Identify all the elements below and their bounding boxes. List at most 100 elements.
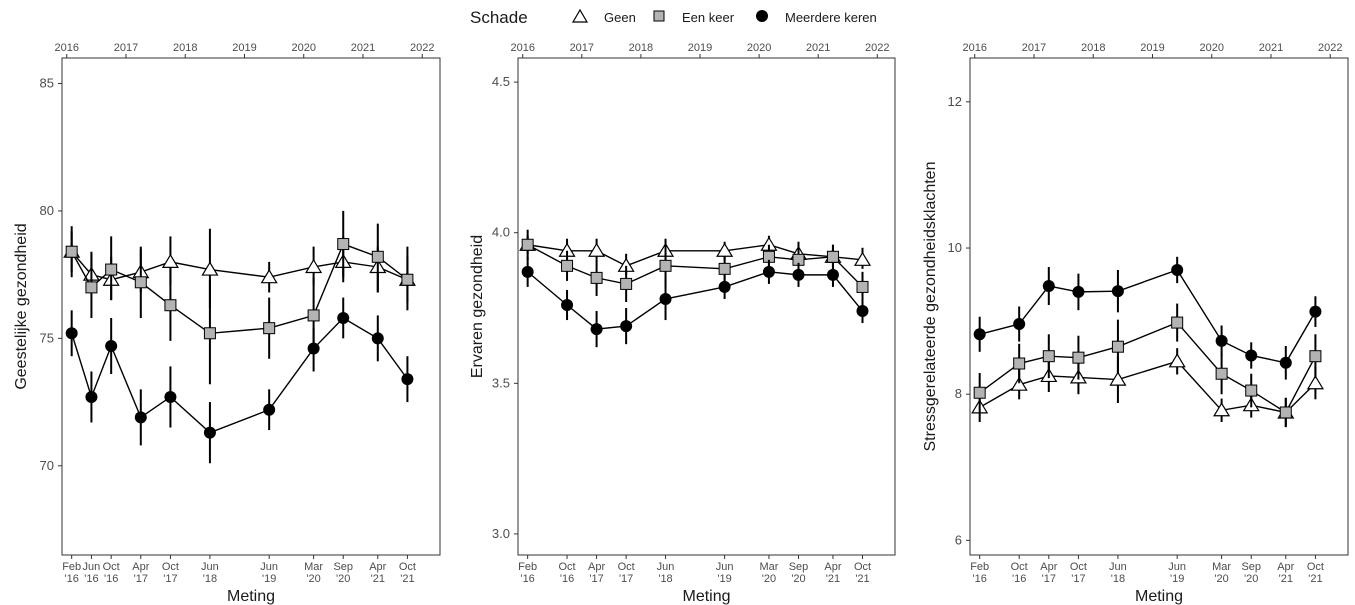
series-line [527,244,863,288]
data-point [620,320,633,333]
data-point [203,327,216,340]
x-tick-label: Jun [201,561,219,573]
data-point [401,373,414,386]
data-point [620,277,633,290]
data-point [590,323,603,336]
top-year-label: 2021 [351,42,375,54]
y-tick-label: 12 [948,94,962,109]
series-line [71,243,408,334]
data-point [856,280,869,293]
data-point [826,268,839,281]
x-tick-label-year: '21 [400,573,414,585]
data-point [521,265,534,278]
y-tick-label: 3.0 [492,526,510,541]
x-axis-title: Meting [682,588,730,605]
data-point [588,242,606,257]
x-tick-label: Oct [1011,561,1028,573]
top-year-label: 2021 [1259,42,1283,54]
x-tick-label: Oct [1070,561,1087,573]
plot-area [969,57,1349,556]
data-point [105,340,118,353]
y-tick-label: 4.5 [492,74,510,89]
data-point [659,292,672,305]
data-point [561,298,574,311]
data-point [718,262,731,275]
legend-title: Schade [470,8,528,27]
x-tick-label: Oct [1307,561,1324,573]
series-line [979,360,1316,414]
top-year-label: 2019 [1140,42,1164,54]
data-point [853,251,872,266]
x-tick-label: Feb [970,561,989,573]
x-tick-label: Oct [558,561,575,573]
y-axis-title: Geestelijke gezondheid [13,223,30,389]
series-line [979,321,1317,414]
data-point [1013,318,1026,331]
data-point [260,269,278,284]
data-point [85,390,98,403]
data-point [1010,376,1028,391]
data-point [134,411,147,424]
x-tick-label: Apr [132,561,149,573]
top-year-label: 2016 [54,42,78,54]
data-point [1306,375,1324,390]
data-point [201,261,219,276]
top-year-label: 2017 [1022,42,1046,54]
y-tick-label: 10 [948,240,962,255]
y-tick-label: 8 [955,386,962,401]
x-tick-label: Mar [1212,561,1231,573]
series-meerdere-keren [65,297,414,464]
data-point [1111,340,1124,353]
data-point [65,327,78,340]
legend-geen-icon [571,8,589,23]
x-tick-label: Jun [1109,561,1127,573]
x-tick-label: Feb [62,561,81,573]
top-year-label: 2019 [232,42,256,54]
x-tick-label: Sep [1241,561,1261,573]
top-year-label: 2020 [1199,42,1223,54]
data-point [792,268,805,281]
x-tick-label-year: '17 [163,573,177,585]
top-year-label: 2016 [510,42,534,54]
data-point [164,299,177,312]
top-year-label: 2018 [173,42,197,54]
x-tick-label: Jun [716,561,734,573]
y-axis-title: Stressgerelateerde gezondheidsklachten [922,162,939,452]
data-point [1111,285,1124,298]
data-point [1109,371,1127,386]
top-year-label: 2016 [962,42,986,54]
y-tick-label: 75 [40,330,54,345]
x-tick-label-year: '18 [1111,573,1125,585]
panel-ervaren-gezondheid: 3.0 3.5 4.0 4.5 2016 2017 2018 2019 2020 2021 2022… [469,42,896,605]
x-tick-label: Oct [854,561,871,573]
x-tick-label-year: '16 [104,573,118,585]
data-point [1072,351,1085,364]
series-meerdere-keren [973,256,1322,380]
series-line [979,269,1317,364]
legend-geen-label: Geen [604,10,636,25]
x-tick-label: Jun [83,561,101,573]
data-point [1042,280,1055,293]
top-year-label: 2021 [806,42,830,54]
top-year-label: 2022 [410,42,434,54]
data-point [1215,367,1228,380]
data-point [307,309,320,322]
x-tick-label: Mar [304,561,323,573]
x-tick-label: Apr [824,561,841,573]
data-point [762,265,775,278]
x-tick-label-year: '21 [1308,573,1322,585]
data-point [337,238,350,251]
data-point [856,305,869,318]
x-tick-label-year: '17 [1042,573,1056,585]
data-point [1279,406,1292,419]
y-tick-label: 80 [40,203,54,218]
legend-meerdere-keren-icon [756,10,768,22]
data-point [590,271,603,284]
data-point [161,253,179,268]
y-axis-title: Ervaren gezondheid [469,235,486,378]
data-point [973,328,986,341]
top-year-label: 2022 [865,42,889,54]
x-tick-label: Oct [399,561,416,573]
top-year-label: 2017 [570,42,594,54]
